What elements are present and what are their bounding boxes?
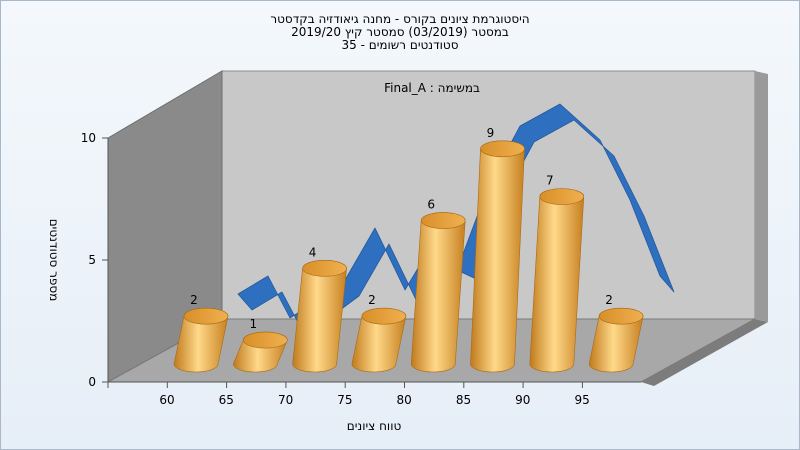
- bar-value-label: 6: [427, 198, 435, 212]
- bar-top: [539, 188, 585, 205]
- bar-top: [242, 331, 288, 349]
- bar-top: [183, 307, 229, 325]
- bar-value-label: 7: [546, 174, 554, 188]
- chart-wall-edge: [755, 71, 768, 322]
- bar-top: [302, 260, 347, 277]
- bar-75: 2: [351, 293, 407, 373]
- chart-annotation: Final_A : במשימה: [384, 81, 480, 95]
- chart-title-line-3: סטודנטים רשומים - 35: [341, 38, 459, 52]
- y-axis-label: מספר סטודנטים: [47, 219, 61, 302]
- x-tick-label: 65: [219, 393, 234, 407]
- bar-top: [480, 140, 525, 158]
- bar-95: 2: [588, 293, 644, 373]
- bar-70: 4: [292, 245, 347, 373]
- bar-top: [598, 307, 644, 325]
- chart-floor-edge: [641, 319, 768, 386]
- bar-value-label: 2: [605, 293, 613, 307]
- bar-value-label: 9: [487, 126, 495, 140]
- x-tick-label: 70: [278, 393, 293, 407]
- bar-value-label: 4: [309, 245, 317, 259]
- y-tick-label: 5: [88, 253, 96, 267]
- x-tick-label: 75: [337, 393, 352, 407]
- x-tick-label: 95: [574, 393, 589, 407]
- x-tick-label: 80: [397, 393, 412, 407]
- bar-60: 2: [173, 293, 229, 373]
- y-tick-label: 0: [88, 375, 96, 389]
- bar-85: 9: [470, 126, 525, 373]
- y-tick-label: 10: [81, 131, 96, 145]
- x-tick-label: 90: [515, 393, 530, 407]
- bar-value-label: 2: [368, 293, 376, 307]
- bar-90: 7: [529, 174, 585, 373]
- bar-value-label: 2: [190, 293, 198, 307]
- bar-top: [361, 307, 407, 325]
- bar-value-label: 1: [249, 317, 257, 331]
- x-tick-label: 60: [159, 393, 174, 407]
- trend-curve-ribbon: [237, 103, 675, 335]
- bar-65: 1: [232, 317, 288, 373]
- chart-title-line-2: במסטר (03/2019) סמסטר קיץ 2019/20: [291, 25, 509, 39]
- chart-title-line-1: היסטוגרמת ציונים בקורס - מחנה גיאודזיה ב…: [270, 12, 530, 26]
- bar-80: 6: [410, 198, 466, 373]
- bar-top: [420, 212, 466, 229]
- x-axis-label: טווח ציונים: [347, 419, 402, 433]
- x-tick-label: 85: [456, 393, 471, 407]
